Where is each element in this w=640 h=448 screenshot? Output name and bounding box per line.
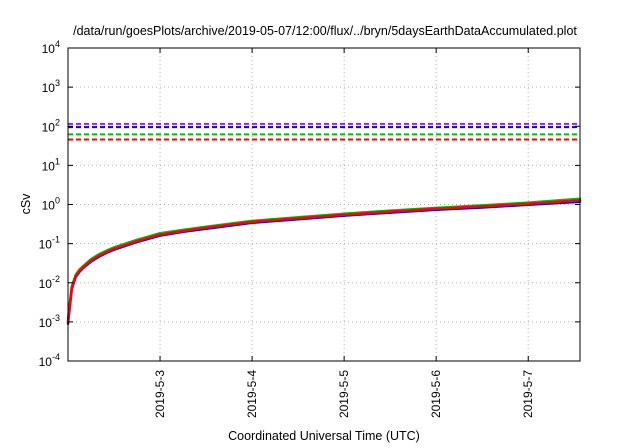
x-tick-label: 2019-5-6 [429,370,443,418]
threshold-lines [68,122,580,141]
series-line [66,199,582,324]
x-tick-label: 2019-5-7 [521,370,535,418]
y-tick-label: 10-3 [39,313,60,330]
x-axis-label: Coordinated Universal Time (UTC) [228,429,420,443]
x-tick-label: 2019-5-3 [153,370,167,418]
y-tick-label: 101 [42,156,60,173]
y-tick-label: 104 [42,39,60,56]
y-tick-label: 10-2 [39,274,60,291]
x-axis: 2019-5-3 2019-5-4 2019-5-5 2019-5-6 2019-5-7 [153,48,535,418]
y-axis: 10-4 10-3 10-2 10-1 100 101 102 103 104 [39,39,580,369]
y-tick-label: 10-1 [39,235,60,252]
y-tick-label: 10-4 [39,352,60,369]
y-tick-label: 102 [42,117,60,134]
y-axis-label: cSv [19,193,33,215]
x-tick-label: 2019-5-5 [337,370,351,418]
y-tick-label: 100 [42,196,60,213]
x-tick-label: 2019-5-4 [245,370,259,418]
y-tick-label: 103 [42,78,60,95]
chart-title: /data/run/goesPlots/archive/2019-05-07/1… [73,24,577,38]
series-lines [66,197,582,325]
